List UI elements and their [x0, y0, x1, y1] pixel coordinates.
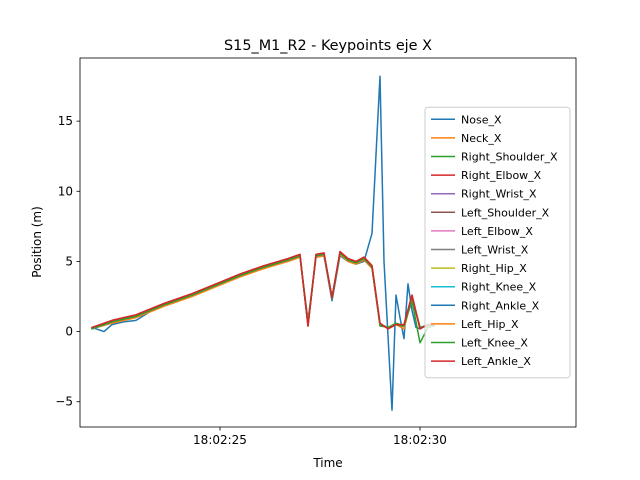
series-line-left-ankle-x — [91, 250, 435, 330]
legend-frame — [424, 106, 571, 379]
x-tick-label: 18:02:25 — [193, 433, 247, 447]
legend-label: Left_Wrist_X — [461, 244, 529, 257]
y-tick-label: 0 — [65, 325, 73, 339]
legend-label: Left_Hip_X — [461, 318, 519, 331]
y-tick-label: 10 — [58, 184, 73, 198]
legend-label: Neck_X — [461, 132, 502, 145]
y-tick-label: 5 — [65, 254, 73, 268]
chart-title: S15_M1_R2 - Keypoints eje X — [224, 38, 432, 54]
series-layer — [91, 75, 435, 411]
x-tick-label: 18:02:30 — [393, 433, 447, 447]
legend-label: Nose_X — [461, 113, 502, 126]
x-axis-label: Time — [312, 456, 342, 470]
legend-label: Left_Shoulder_X — [461, 206, 550, 219]
legend-label: Left_Knee_X — [461, 337, 528, 350]
y-axis-label: Position (m) — [30, 206, 44, 278]
y-tick-label: −5 — [55, 395, 73, 409]
legend-label: Left_Ankle_X — [461, 355, 531, 368]
legend-label: Right_Elbow_X — [461, 169, 542, 182]
legend-label: Right_Wrist_X — [461, 188, 537, 201]
legend-label: Right_Shoulder_X — [461, 151, 558, 164]
legend-label: Right_Ankle_X — [461, 299, 540, 312]
legend-label: Right_Hip_X — [461, 262, 527, 275]
legend-label: Left_Elbow_X — [461, 225, 533, 238]
legend: Nose_X Neck_X Right_Shoulder_X Right_Elbow_… — [424, 106, 571, 379]
legend-label: Right_Knee_X — [461, 281, 537, 294]
y-axis: −5 0 5 10 15 — [55, 114, 80, 409]
y-tick-label: 15 — [58, 114, 73, 128]
plot-frame — [79, 57, 577, 428]
x-axis: 18:02:25 18:02:30 — [193, 427, 447, 447]
